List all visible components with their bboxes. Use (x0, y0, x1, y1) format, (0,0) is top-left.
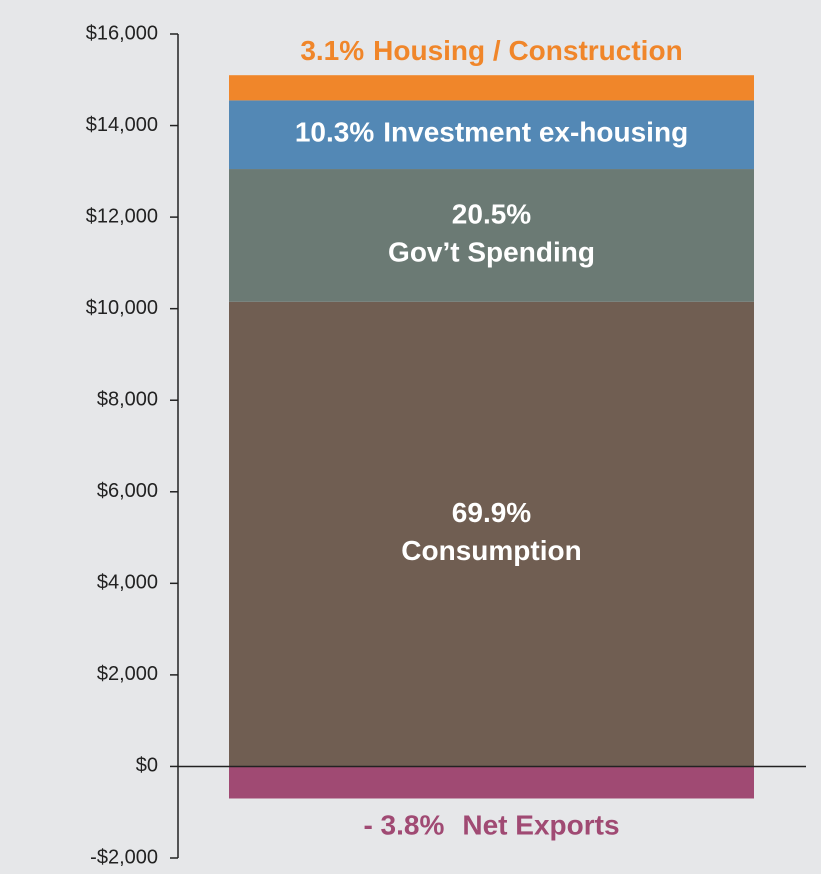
y-tick-label: $6,000 (97, 480, 158, 502)
segment-percent: 3.1% (300, 36, 364, 67)
y-tick-label: $10,000 (86, 297, 158, 319)
y-tick-label: $12,000 (86, 205, 158, 227)
segment-name: Investment ex-housing (383, 117, 688, 148)
y-tick-label: $0 (136, 755, 158, 777)
segment-name: Housing / Construction (373, 36, 683, 67)
segment-name: Net Exports (462, 810, 619, 841)
segment-name: Consumption (401, 536, 581, 567)
segment-label: 20.5% Gov’t Spending (388, 199, 595, 268)
bar-segment (229, 100, 754, 170)
segment-percent: - 3.8% (363, 810, 444, 841)
bar-segment (229, 169, 754, 302)
segment-label: 69.9% Consumption (401, 498, 581, 567)
segment-name: Gov’t Spending (388, 237, 595, 268)
segment-label: 3.1% Housing / Construction (300, 36, 682, 67)
segment-percent: 20.5% (452, 199, 531, 230)
y-tick-label: -$2,000 (90, 846, 158, 868)
bar-segment (229, 75, 754, 101)
y-tick-label: $4,000 (97, 572, 158, 594)
bar-segment (229, 766, 754, 799)
y-tick-label: $2,000 (97, 663, 158, 685)
segment-percent: 69.9% (452, 498, 531, 529)
bar-segment (229, 301, 754, 767)
segment-percent: 10.3% (295, 117, 374, 148)
segment-label: 10.3% Investment ex-housing (295, 117, 688, 148)
segment-label: - 3.8% Net Exports (363, 810, 619, 841)
y-tick-label: $16,000 (86, 22, 158, 44)
y-tick-label: $14,000 (86, 114, 158, 136)
y-tick-label: $8,000 (97, 389, 158, 411)
